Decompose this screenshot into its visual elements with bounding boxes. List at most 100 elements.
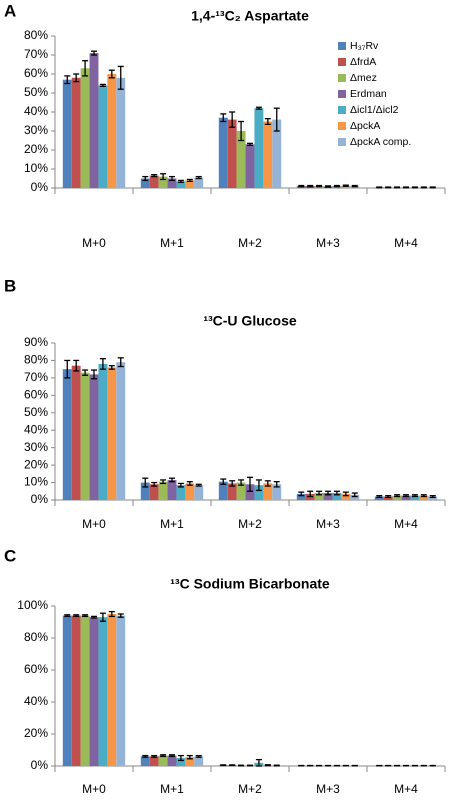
error-bar <box>117 613 124 618</box>
error-bar <box>186 178 193 183</box>
error-bar <box>91 369 97 380</box>
error-bar <box>220 764 227 767</box>
legend-swatch <box>338 58 346 66</box>
legend-label: ΔpckA comp. <box>350 136 411 148</box>
bar <box>107 367 117 500</box>
bar <box>89 617 99 766</box>
bar <box>383 496 393 500</box>
bar <box>401 495 411 500</box>
error-bar <box>229 111 236 128</box>
error-bar <box>151 174 158 178</box>
error-bar <box>195 175 202 180</box>
x-tick-label: M+0 <box>82 782 106 796</box>
bar <box>80 615 90 766</box>
bar <box>236 131 246 188</box>
error-bar <box>307 490 314 498</box>
error-bar <box>151 754 158 758</box>
y-tick-label: 70% <box>24 47 48 61</box>
panel-letter: C <box>4 546 16 565</box>
error-bar <box>186 754 193 760</box>
error-bar <box>273 481 280 488</box>
error-bar <box>108 610 115 618</box>
bar <box>374 496 384 500</box>
bar <box>419 495 429 500</box>
y-tick-label: 60% <box>24 662 48 676</box>
y-tick-label: 40% <box>24 694 48 708</box>
error-bar <box>91 50 97 56</box>
bar <box>167 755 177 766</box>
error-bar <box>255 758 262 767</box>
y-tick-label: 10% <box>24 475 48 489</box>
legend-swatch <box>338 74 346 82</box>
error-bar <box>169 754 175 758</box>
bar <box>194 756 204 766</box>
bar <box>98 617 108 766</box>
error-bar <box>333 184 340 188</box>
y-tick-label: 30% <box>24 123 48 137</box>
legend-label: ΔfrdA <box>350 56 376 68</box>
error-bar <box>264 480 271 487</box>
x-tick-label: M+3 <box>316 782 340 796</box>
y-tick-label: 0% <box>31 180 49 194</box>
error-bar <box>64 614 71 618</box>
x-tick-label: M+1 <box>160 236 184 250</box>
legend-swatch <box>338 138 346 146</box>
bar <box>140 178 150 188</box>
error-bar <box>429 186 436 189</box>
error-bar <box>160 754 167 758</box>
x-tick-label: M+1 <box>160 782 184 796</box>
legend-label: Δmez <box>350 72 377 84</box>
error-bar <box>273 107 280 132</box>
error-bar <box>420 186 427 189</box>
bar <box>89 374 99 500</box>
bar <box>167 479 177 500</box>
bar <box>167 178 177 188</box>
x-tick-label: M+1 <box>160 517 184 531</box>
error-bar <box>316 184 323 188</box>
error-bar <box>403 494 409 498</box>
y-tick-label: 40% <box>24 422 48 436</box>
error-bar <box>142 175 149 182</box>
error-bar <box>99 83 106 87</box>
legend-label: H₃₇Rv <box>350 40 379 52</box>
error-bar <box>247 764 253 767</box>
y-tick-label: 90% <box>24 335 48 349</box>
legend-swatch <box>338 42 346 50</box>
bar <box>107 74 117 188</box>
error-bar <box>108 69 115 79</box>
x-tick-label: M+2 <box>238 236 262 250</box>
bar <box>185 483 195 500</box>
error-bar <box>385 186 392 189</box>
error-bar <box>247 142 253 146</box>
y-tick-label: 20% <box>24 726 48 740</box>
error-bar <box>195 483 202 487</box>
bar <box>185 757 195 766</box>
bar <box>296 493 306 500</box>
bar <box>140 756 150 766</box>
bar <box>410 495 420 500</box>
bar <box>218 481 228 500</box>
bar <box>218 117 228 188</box>
error-bar <box>298 184 305 188</box>
error-bar <box>238 479 245 486</box>
bar <box>314 493 324 500</box>
error-bar <box>220 113 227 123</box>
error-bar <box>247 476 253 492</box>
error-bar <box>99 358 106 370</box>
y-tick-label: 80% <box>24 353 48 367</box>
error-bar <box>342 184 349 187</box>
error-bar <box>255 479 262 492</box>
error-bar <box>73 359 80 372</box>
bar <box>227 119 237 188</box>
bar <box>245 484 255 500</box>
error-bar <box>273 764 280 767</box>
error-bar <box>177 754 184 762</box>
y-tick-label: 50% <box>24 405 48 419</box>
error-bar <box>160 173 167 181</box>
bar <box>71 77 81 188</box>
error-bar <box>117 357 124 368</box>
bar <box>428 496 438 500</box>
error-bar <box>298 491 305 497</box>
error-bar <box>117 65 124 90</box>
